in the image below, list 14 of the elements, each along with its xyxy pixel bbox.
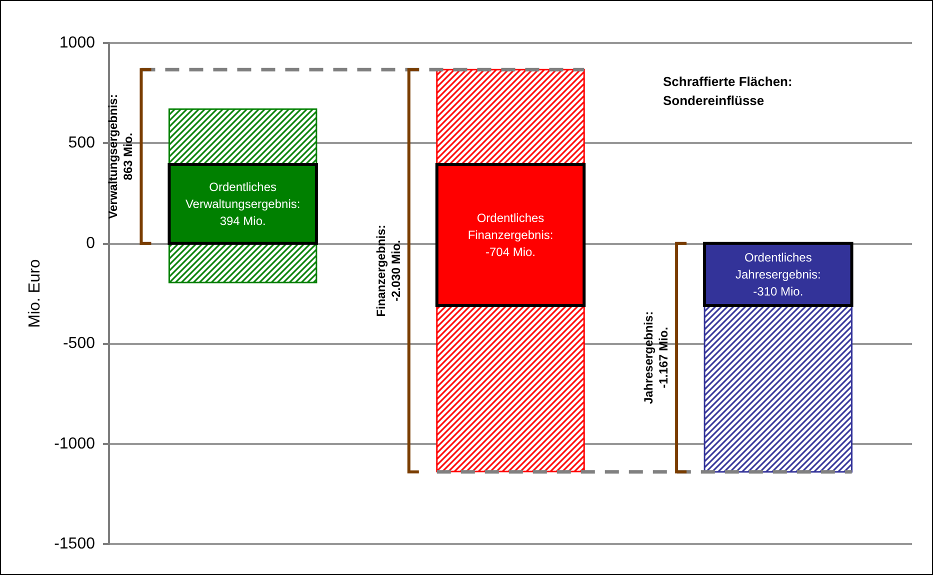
y-tick-label: 500 bbox=[68, 134, 96, 152]
data-label: Ordentliches Verwaltungsergebnis: 394 Mio. bbox=[185, 180, 300, 228]
data-label: Ordentliches Finanzergebnis: -704 Mio. bbox=[468, 210, 554, 259]
y-tick-label: 0 bbox=[86, 234, 96, 252]
y-axis-title: Mio. Euro bbox=[26, 259, 44, 328]
y-tick-label: 1000 bbox=[59, 34, 96, 52]
y-tick-label: -500 bbox=[62, 335, 96, 352]
annotation: Verwaltungsergebnis: 863 Mio. bbox=[106, 94, 136, 219]
annotation: Finanzergebnis: -2.030 Mio. bbox=[374, 224, 403, 317]
annotation: Schraffierte Flächen: Sondereinflüsse bbox=[663, 74, 792, 108]
annotation: Jahresergebnis: -1.167 Mio. bbox=[642, 311, 671, 404]
y-tick-label: -1000 bbox=[54, 435, 96, 452]
y-tick-label: -1500 bbox=[54, 536, 96, 552]
data-label: Ordentliches Jahresergebnis: -310 Mio. bbox=[735, 250, 821, 298]
